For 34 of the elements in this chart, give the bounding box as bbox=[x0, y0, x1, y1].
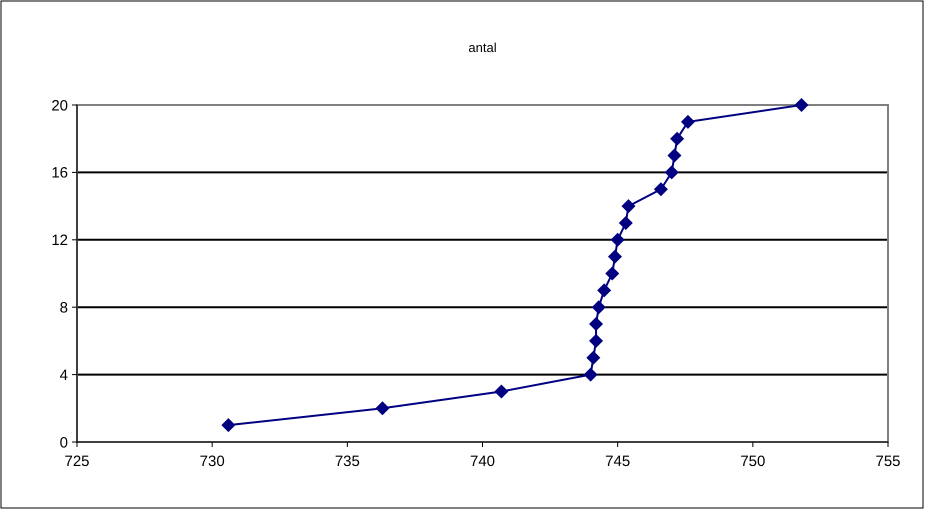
point bbox=[589, 317, 604, 332]
point bbox=[618, 216, 633, 230]
y-tick-label: 0 bbox=[60, 434, 68, 452]
point bbox=[664, 165, 679, 180]
chart-title: antal bbox=[468, 40, 497, 55]
point bbox=[621, 199, 636, 214]
point bbox=[794, 98, 808, 112]
point bbox=[375, 401, 390, 416]
y-tick-label: 8 bbox=[60, 299, 68, 316]
y-tick-label: 12 bbox=[51, 232, 68, 250]
point bbox=[654, 182, 668, 196]
point bbox=[680, 114, 695, 129]
point bbox=[589, 334, 604, 348]
point bbox=[605, 266, 620, 280]
point bbox=[586, 350, 600, 365]
x-tick-label: 735 bbox=[334, 453, 360, 470]
point bbox=[494, 384, 508, 398]
point bbox=[608, 250, 622, 264]
y-tick-label: 4 bbox=[60, 366, 68, 384]
x-tick-label: 740 bbox=[470, 453, 496, 470]
x-tick-label: 755 bbox=[875, 453, 901, 470]
point bbox=[592, 300, 606, 314]
x-tick-label: 725 bbox=[64, 453, 90, 470]
point bbox=[597, 283, 612, 298]
point bbox=[670, 132, 684, 146]
point bbox=[584, 368, 598, 382]
x-tick-label: 750 bbox=[740, 453, 766, 470]
x-tick-label: 745 bbox=[605, 453, 630, 470]
y-tick-label: 20 bbox=[51, 97, 68, 114]
point bbox=[221, 418, 236, 432]
point bbox=[667, 148, 682, 163]
x-tick-label: 730 bbox=[200, 453, 225, 470]
y-tick-label: 16 bbox=[51, 164, 68, 182]
point bbox=[610, 232, 625, 247]
